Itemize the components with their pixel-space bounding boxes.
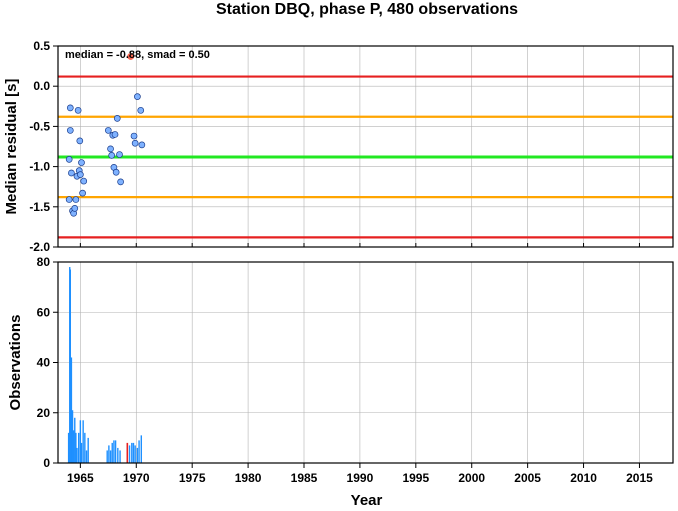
data-point bbox=[107, 145, 114, 153]
histogram-bar bbox=[117, 447, 119, 463]
histogram-bar bbox=[87, 437, 89, 463]
y-axis-label: Median residual [s] bbox=[3, 79, 20, 215]
x-tick-label: 1970 bbox=[123, 471, 150, 485]
y-tick-label: 60 bbox=[37, 305, 51, 319]
stats-annotation: median = -0.88, smad = 0.50 bbox=[65, 49, 210, 61]
histogram-bar bbox=[67, 432, 70, 463]
histogram-bar-highlight bbox=[126, 442, 129, 463]
data-point bbox=[138, 141, 146, 149]
y-tick-label: 40 bbox=[37, 356, 51, 370]
histogram-bar bbox=[75, 432, 77, 463]
outlier-point bbox=[127, 52, 135, 60]
data-point bbox=[66, 104, 74, 112]
histogram-bar bbox=[72, 430, 75, 463]
y-tick-label: 80 bbox=[37, 255, 51, 269]
data-point bbox=[71, 205, 79, 212]
histogram-bar bbox=[108, 445, 110, 463]
data-point bbox=[68, 169, 75, 177]
residual-panel: 0.5 0.0 -0.5 -1.0 -1.5 -2.0 median = -0.88, sm… bbox=[3, 39, 674, 254]
histogram-bar bbox=[119, 450, 121, 463]
data-point bbox=[116, 151, 123, 158]
title-group: Station DBQ, phase P, 480 observations bbox=[216, 1, 518, 18]
x-tick-label: 2000 bbox=[458, 471, 485, 485]
y-axis-label: Observations bbox=[7, 315, 24, 411]
data-point bbox=[79, 189, 86, 197]
data-point bbox=[65, 196, 73, 203]
histogram-bar bbox=[82, 420, 84, 463]
x-tick-label: 2005 bbox=[514, 471, 541, 485]
x-tick-label: 1980 bbox=[235, 471, 262, 485]
data-point bbox=[108, 151, 116, 159]
histogram-bar bbox=[77, 432, 80, 463]
histogram-bar bbox=[113, 440, 115, 463]
plot-frame bbox=[57, 45, 674, 248]
histogram-bar bbox=[80, 442, 83, 463]
data-point bbox=[113, 115, 121, 122]
histogram-bar bbox=[132, 442, 135, 463]
data-point bbox=[72, 196, 80, 203]
data-point bbox=[111, 131, 119, 138]
data-point bbox=[131, 139, 139, 147]
histogram-bar bbox=[84, 432, 86, 463]
histogram-bar bbox=[140, 435, 143, 463]
x-tick-label: 2015 bbox=[626, 471, 653, 485]
y-tick-label: -2.0 bbox=[29, 240, 50, 254]
histogram-bar bbox=[76, 447, 78, 463]
y-tick-label: 0.0 bbox=[33, 79, 50, 93]
data-point bbox=[137, 106, 145, 114]
plot-area bbox=[58, 46, 673, 247]
x-tick-label: 1995 bbox=[402, 471, 429, 485]
histogram-bar bbox=[79, 420, 82, 463]
data-point bbox=[66, 127, 74, 134]
histogram-bar bbox=[85, 450, 88, 463]
x-axis-label: Year bbox=[351, 492, 383, 509]
chart-title: Station DBQ, phase P, 480 observations bbox=[216, 1, 518, 18]
data-point bbox=[77, 171, 84, 178]
y-tick-label: -1.5 bbox=[29, 200, 50, 214]
y-tick-label: -1.0 bbox=[29, 160, 50, 174]
data-point bbox=[134, 93, 141, 101]
y-tick-label: 0.5 bbox=[33, 39, 50, 53]
x-tick-label: 1985 bbox=[291, 471, 318, 485]
plot-frame bbox=[57, 261, 674, 464]
histogram-bar bbox=[70, 357, 73, 463]
observations-panel: 80 60 40 20 0 1965 1970 1975 1980 1985 1990 1995 200… bbox=[7, 255, 674, 509]
y-tick-label: 0 bbox=[43, 456, 50, 470]
histogram-bar bbox=[69, 269, 71, 463]
histogram-bar bbox=[74, 417, 76, 463]
data-point bbox=[74, 106, 82, 114]
histogram-bar bbox=[134, 445, 136, 463]
histogram-bar bbox=[109, 450, 112, 463]
histogram-bar bbox=[71, 410, 74, 463]
histogram-bar bbox=[111, 442, 113, 463]
data-point bbox=[117, 178, 124, 186]
x-tick-label: 1990 bbox=[347, 471, 374, 485]
data-point bbox=[80, 177, 88, 185]
data-point bbox=[112, 168, 120, 176]
y-tick-label: 20 bbox=[37, 406, 51, 420]
data-point bbox=[76, 137, 84, 145]
x-tick-label: 1965 bbox=[67, 471, 94, 485]
histogram-bar bbox=[138, 440, 140, 463]
data-point bbox=[104, 127, 112, 134]
data-point bbox=[65, 156, 73, 163]
x-tick-label: 1975 bbox=[179, 471, 206, 485]
data-point bbox=[130, 132, 138, 140]
histogram-bar bbox=[114, 440, 117, 463]
histogram-bar bbox=[128, 445, 131, 463]
y-tick-label: -0.5 bbox=[29, 119, 50, 133]
histogram-bar bbox=[106, 450, 108, 463]
histogram-bar bbox=[136, 447, 139, 463]
histogram-bar bbox=[131, 442, 133, 463]
data-point bbox=[78, 159, 85, 166]
x-tick-label: 2010 bbox=[570, 471, 597, 485]
